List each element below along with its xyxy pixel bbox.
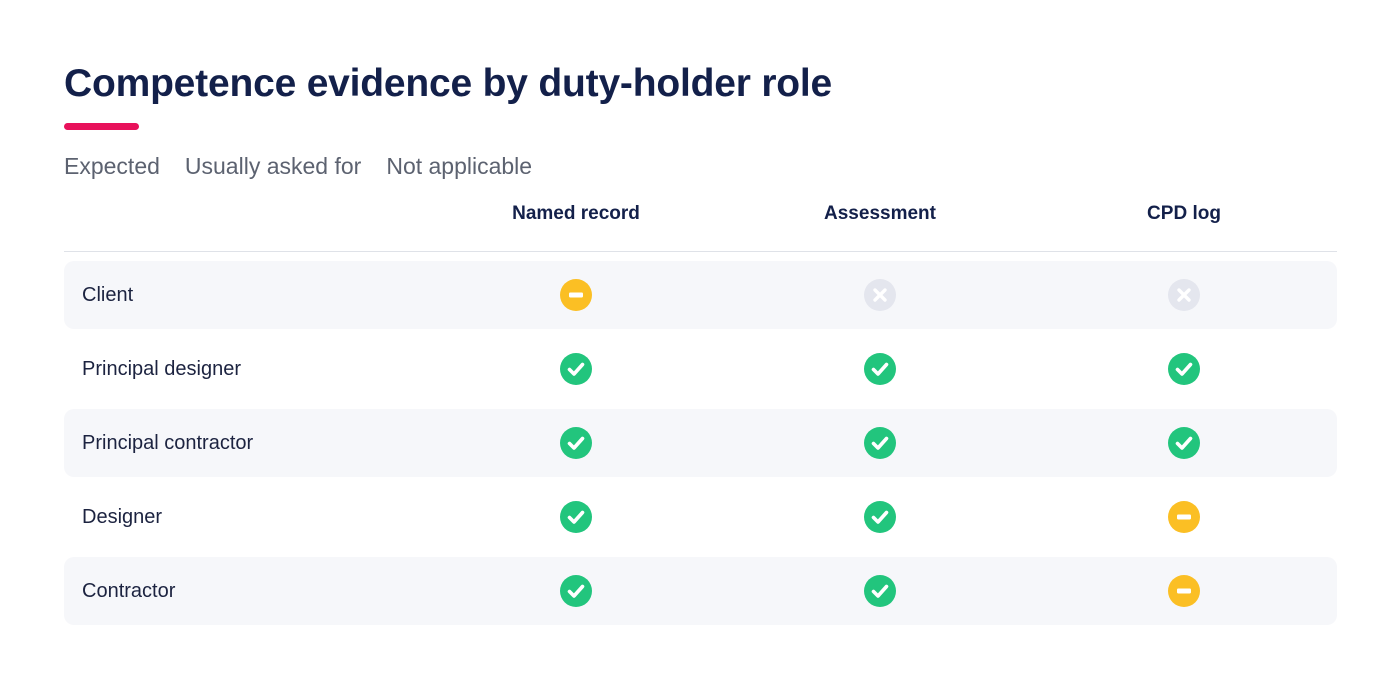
x-circle-icon bbox=[864, 279, 896, 311]
column-header-cpd-log: CPD log bbox=[1147, 203, 1221, 224]
table-row-contractor: Contractor bbox=[64, 557, 1337, 625]
header-divider bbox=[64, 251, 1337, 252]
page-title: Competence evidence by duty-holder role bbox=[64, 62, 833, 105]
check-circle-icon bbox=[864, 353, 896, 385]
table-row-principal-contractor: Principal contractor bbox=[64, 409, 1337, 477]
minus-circle-icon bbox=[560, 279, 592, 311]
column-header-named-record: Named record bbox=[512, 203, 640, 224]
status-cell bbox=[1168, 427, 1200, 459]
check-circle-icon bbox=[1168, 353, 1200, 385]
check-circle-icon bbox=[560, 427, 592, 459]
check-circle-icon bbox=[864, 501, 896, 533]
check-circle-icon bbox=[864, 427, 896, 459]
status-cell bbox=[560, 427, 592, 459]
status-cell bbox=[560, 353, 592, 385]
column-header-assessment: Assessment bbox=[824, 203, 936, 224]
status-cell bbox=[560, 501, 592, 533]
status-cell bbox=[864, 575, 896, 607]
minus-circle-icon bbox=[1168, 575, 1200, 607]
row-label: Principal designer bbox=[82, 358, 241, 380]
row-label: Client bbox=[82, 284, 134, 306]
status-cell bbox=[864, 501, 896, 533]
check-circle-icon bbox=[864, 575, 896, 607]
table-row-designer: Designer bbox=[64, 483, 1337, 551]
status-cell bbox=[560, 279, 592, 311]
table-row-principal-designer: Principal designer bbox=[64, 335, 1337, 403]
status-cell bbox=[1168, 279, 1200, 311]
row-label: Designer bbox=[82, 506, 163, 528]
row-label: Contractor bbox=[82, 580, 176, 602]
title-accent-bar bbox=[64, 123, 139, 130]
x-circle-icon bbox=[1168, 279, 1200, 311]
table-header: Named record Assessment CPD log bbox=[64, 196, 1337, 232]
minus-circle-icon bbox=[1168, 501, 1200, 533]
status-cell bbox=[1168, 575, 1200, 607]
legend: Expected Usually asked for Not applicabl… bbox=[64, 150, 532, 182]
check-circle-icon bbox=[1168, 427, 1200, 459]
table-body: Client Principal designer Principal cont… bbox=[64, 261, 1337, 631]
legend-item-expected: Expected bbox=[64, 153, 160, 179]
status-cell bbox=[864, 279, 896, 311]
legend-item-usually-asked-for: Usually asked for bbox=[184, 153, 362, 179]
status-cell bbox=[1168, 353, 1200, 385]
status-cell bbox=[1168, 501, 1200, 533]
check-circle-icon bbox=[560, 575, 592, 607]
table-row-client: Client bbox=[64, 261, 1337, 329]
status-cell bbox=[560, 575, 592, 607]
legend-item-not-applicable: Not applicable bbox=[386, 153, 533, 179]
check-circle-icon bbox=[560, 353, 592, 385]
status-cell bbox=[864, 353, 896, 385]
status-cell bbox=[864, 427, 896, 459]
row-label: Principal contractor bbox=[82, 432, 254, 454]
check-circle-icon bbox=[560, 501, 592, 533]
